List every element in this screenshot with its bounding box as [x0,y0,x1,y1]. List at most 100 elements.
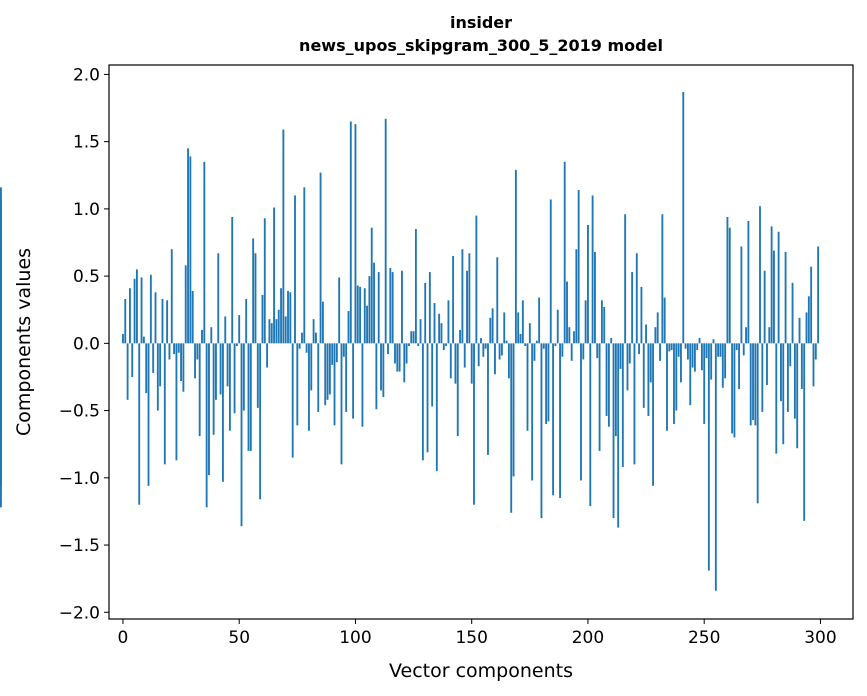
bar [468,253,471,344]
bar [438,313,441,344]
bar [273,207,275,344]
bar [728,227,731,344]
bar [733,343,736,438]
bar [687,343,689,360]
bar [268,319,271,344]
bar [763,270,766,344]
bar [742,343,745,356]
bar [803,343,806,521]
bar [496,257,499,344]
bar [494,343,496,375]
bar [217,253,220,344]
bar [154,292,157,344]
bar [349,121,352,344]
bar [503,312,506,344]
bar [812,343,815,387]
bar [696,343,699,351]
bar [147,343,150,486]
bar [447,300,450,344]
bar [317,343,320,412]
bar [507,343,510,379]
bar [421,343,424,461]
bar [668,343,671,352]
bar [142,336,145,344]
bar [182,343,185,392]
bar [610,337,613,344]
bar [338,277,341,344]
bar [535,340,538,344]
bar [612,343,615,519]
bar [510,343,513,513]
bar [215,343,217,400]
x-axis-ticks: 0 50 100 150 200 250 300 [118,619,837,648]
bar [412,331,415,344]
bar [680,343,682,383]
bar [175,343,178,461]
bar [224,316,227,344]
bar [159,343,162,387]
bar [710,343,713,380]
bar [559,343,561,498]
bar [187,148,189,344]
bar [633,343,636,465]
bar [459,329,461,344]
bar [414,229,417,344]
bar [394,343,396,364]
bar [324,343,327,406]
bar [396,343,399,372]
bar [366,305,368,344]
bar [440,323,443,344]
bar [519,333,522,344]
x-tick-label: 0 [118,628,129,648]
x-axis-label: Vector components [389,660,573,682]
bar [233,343,236,414]
bar [312,319,315,344]
bar [296,343,299,426]
bar [589,343,592,507]
bar [691,343,694,368]
bar [266,343,269,368]
bar [287,290,289,344]
plot-frame [108,64,854,620]
bar [533,343,536,361]
bar [305,343,308,353]
bar [442,343,445,351]
bar [661,214,664,344]
bar [131,343,134,377]
chart-title-line-2: news_upos_skipgram_300_5_2019 model [299,36,663,55]
x-tick-label: 100 [339,628,371,648]
bar [768,327,771,344]
bar [368,276,371,344]
bar [663,297,666,344]
bar [482,343,485,357]
bar [487,343,489,455]
bar [491,308,494,344]
bar [198,343,201,437]
y-tick-label: 2.0 [73,65,100,85]
bar [249,343,252,451]
bar-series [0,91,820,591]
bar [191,290,194,344]
bar [184,265,187,344]
bar [505,340,508,344]
bar [591,195,594,344]
bar [705,343,708,359]
bar [398,343,401,372]
bar [222,343,224,482]
bar [547,343,550,422]
bar [431,343,434,407]
bar [561,343,564,357]
bar [401,270,403,344]
y-tick-label: 0.5 [73,267,100,287]
bar [638,343,641,355]
bar [735,343,738,351]
bar [675,343,678,411]
bar [375,343,378,410]
bar [740,246,743,344]
bar [489,317,492,344]
bar [654,327,657,344]
bar [563,161,566,344]
bar [245,298,248,344]
x-tick-label: 50 [228,628,250,648]
y-tick-label: 1.0 [73,200,100,220]
